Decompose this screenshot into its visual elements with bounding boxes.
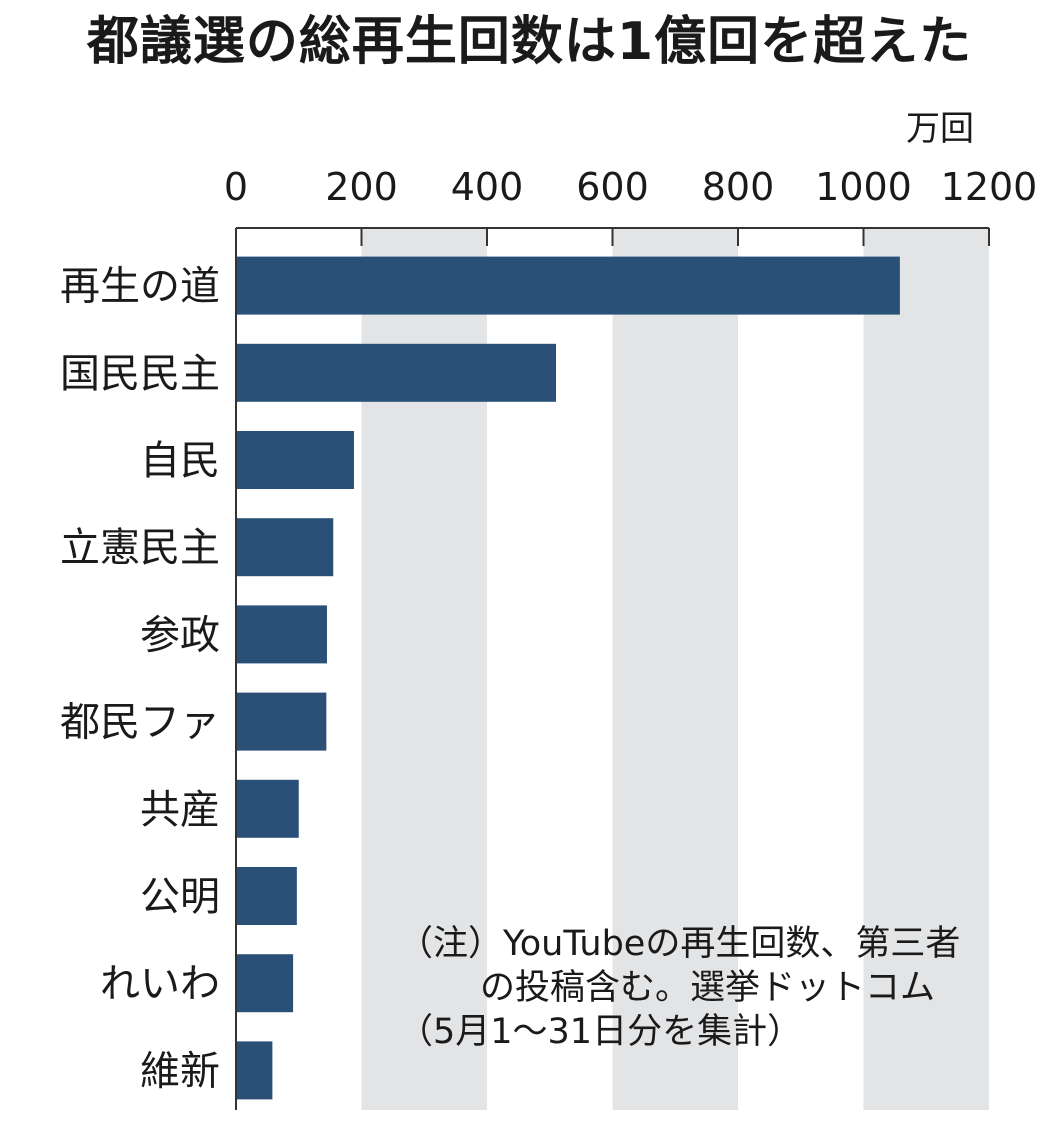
tick-label: 800 [702,165,775,209]
category-label: 維新 [140,1048,220,1094]
tick-label: 1200 [941,165,1038,209]
footnote: （注）YouTubeの再生回数、第三者 の投稿含む。選挙ドットコム （5月1～3… [398,922,960,1054]
category-label: 公明 [140,874,220,920]
bar [236,867,297,925]
tick-label: 0 [224,165,248,209]
tick-label: 400 [451,165,524,209]
bar [236,692,327,751]
category-label: 都民ファ [60,700,220,746]
footnote-line-1: （注）YouTubeの再生回数、第三者 [398,924,961,964]
tick-label: 200 [325,165,398,209]
category-label: 立憲民主 [60,525,220,571]
category-label: 国民民主 [60,351,220,397]
unit-label: 万回 [906,109,974,149]
bar [236,256,900,315]
category-label: 参政 [140,612,220,658]
chart-title: 都議選の総再生回数は1億回を超えた [86,12,973,72]
grid-band [863,228,989,1110]
category-label: れいわ [100,961,220,1007]
bar [236,518,334,577]
bar [236,954,294,1013]
footnote-line-2: の投稿含む。選挙ドットコム [480,968,936,1008]
bar [236,1041,273,1100]
bars [236,256,900,1100]
bar [236,779,299,838]
grid-band [612,228,738,1110]
tick-label: 600 [576,165,649,209]
bar [236,431,354,489]
tick-label: 1000 [815,165,912,209]
category-label: 再生の道 [60,264,220,310]
bar [236,605,327,664]
tick-labels: 0 200 400 600 800 1000 1200 [224,165,1037,209]
category-label: 自民 [140,438,220,484]
category-label: 共産 [140,787,220,833]
footnote-line-3: （5月1～31日分を集計） [398,1012,803,1052]
bar [236,343,557,402]
